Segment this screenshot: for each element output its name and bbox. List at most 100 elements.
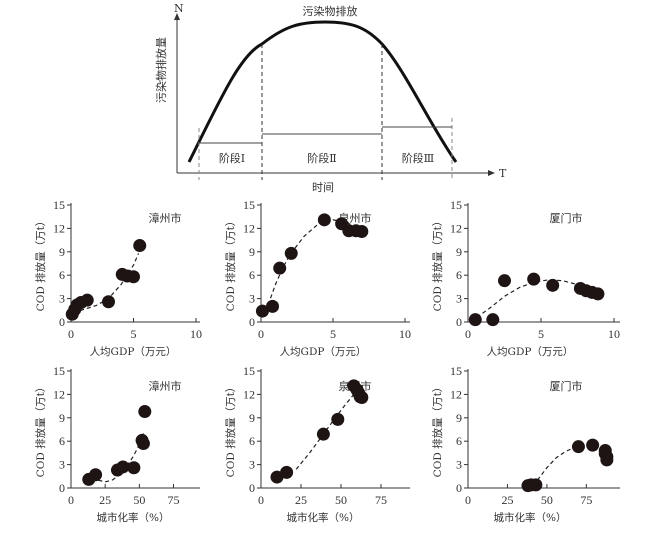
data-point bbox=[355, 391, 369, 405]
y-tick-label: 12 bbox=[243, 221, 255, 235]
data-point bbox=[527, 272, 541, 286]
x-axis-label: 人均GDP（万元） bbox=[280, 346, 367, 358]
data-point bbox=[355, 225, 369, 239]
y-tick-label: 0 bbox=[249, 315, 255, 329]
y-tick-label: 3 bbox=[249, 458, 255, 472]
y-tick-label: 12 bbox=[53, 387, 65, 401]
scatter-panel: 0 3 6 9 12 15 0 5 10 COD 排放量（万t） 人均GDP（万元） 漳州市 bbox=[34, 198, 202, 358]
x-tick-label: 0 bbox=[68, 493, 74, 507]
y-tick-label: 6 bbox=[456, 268, 462, 282]
diagram-y-symbol: N bbox=[174, 2, 184, 15]
x-tick-label: 10 bbox=[190, 327, 202, 341]
y-tick-label: 0 bbox=[59, 481, 65, 495]
x-tick-label: 75 bbox=[168, 493, 180, 507]
x-tick-label: 5 bbox=[538, 327, 544, 341]
data-point bbox=[138, 405, 152, 419]
x-tick-label: 25 bbox=[99, 493, 111, 507]
y-tick-label: 15 bbox=[243, 364, 255, 378]
data-point bbox=[133, 239, 147, 253]
x-tick-label: 50 bbox=[335, 493, 347, 507]
y-axis-label: COD 排放量（万t） bbox=[431, 216, 444, 312]
y-tick-label: 0 bbox=[59, 315, 65, 329]
city-label: 漳州市 bbox=[149, 211, 182, 225]
stage-1-label: 阶段Ⅰ bbox=[219, 151, 245, 165]
trend-line bbox=[295, 387, 361, 470]
x-tick-label: 75 bbox=[375, 493, 387, 507]
y-tick-label: 6 bbox=[249, 434, 255, 448]
y-axis-label: COD 排放量（万t） bbox=[431, 382, 444, 478]
emission-curve bbox=[187, 20, 458, 163]
y-tick-label: 15 bbox=[450, 198, 462, 212]
stage-2-label: 阶段Ⅱ bbox=[307, 151, 336, 165]
y-tick-label: 12 bbox=[450, 387, 462, 401]
data-point bbox=[468, 313, 482, 327]
y-tick-label: 15 bbox=[243, 198, 255, 212]
x-tick-label: 0 bbox=[258, 327, 264, 341]
y-tick-label: 3 bbox=[249, 292, 255, 306]
data-point bbox=[498, 274, 511, 288]
y-tick-label: 9 bbox=[249, 411, 255, 425]
y-tick-label: 12 bbox=[53, 221, 65, 235]
y-tick-label: 0 bbox=[456, 315, 462, 329]
x-tick-label: 0 bbox=[68, 327, 74, 341]
data-point bbox=[80, 293, 94, 307]
x-axis-label: 人均GDP（万元） bbox=[90, 346, 177, 358]
trend-line bbox=[536, 446, 576, 481]
data-point bbox=[136, 437, 150, 451]
x-axis-label: 城市化率（%） bbox=[287, 511, 360, 524]
y-tick-label: 0 bbox=[456, 481, 462, 495]
data-point bbox=[284, 246, 298, 260]
data-point bbox=[273, 261, 287, 275]
data-point bbox=[591, 287, 605, 301]
stage-3-label: 阶段Ⅲ bbox=[402, 151, 435, 165]
y-axis-label: COD 排放量（万t） bbox=[34, 216, 47, 312]
x-tick-label: 50 bbox=[133, 493, 145, 507]
data-point bbox=[270, 470, 284, 484]
y-tick-label: 9 bbox=[456, 411, 462, 425]
y-tick-label: 15 bbox=[53, 364, 65, 378]
y-tick-label: 12 bbox=[450, 221, 462, 235]
scatter-panel: 0 3 6 9 12 15 0 25 50 75 COD 排放量（万t） 城市化率（%） 漳州市 bbox=[34, 364, 200, 524]
data-point bbox=[255, 304, 269, 318]
diagram-y-label: 污染物排放量 bbox=[154, 37, 168, 103]
y-tick-label: 6 bbox=[456, 434, 462, 448]
y-tick-label: 6 bbox=[249, 268, 255, 282]
x-tick-label: 0 bbox=[258, 493, 264, 507]
city-label: 漳州市 bbox=[149, 379, 182, 393]
y-axis-label: COD 排放量（万t） bbox=[224, 382, 237, 478]
y-tick-label: 6 bbox=[59, 434, 65, 448]
data-point bbox=[571, 440, 585, 454]
data-point bbox=[127, 461, 141, 475]
data-point bbox=[331, 412, 345, 426]
scatter-panel: 0 3 6 9 12 15 0 25 50 75 COD 排放量（万t） 城市化率（%） 厦门市 bbox=[431, 364, 620, 524]
data-point bbox=[266, 299, 280, 313]
data-point bbox=[317, 213, 331, 227]
data-point bbox=[529, 478, 543, 492]
data-point bbox=[102, 295, 115, 309]
scatter-panel: 0 3 6 9 12 15 0 5 10 COD 排放量（万t） 人均GDP（万元） 厦门市 bbox=[431, 198, 620, 358]
x-tick-label: 10 bbox=[399, 327, 411, 341]
data-point bbox=[486, 313, 500, 327]
y-tick-label: 3 bbox=[456, 458, 462, 472]
data-point bbox=[127, 270, 140, 284]
data-point bbox=[316, 427, 330, 441]
data-point bbox=[89, 468, 103, 482]
diagram-title: 污染物排放 bbox=[303, 4, 358, 18]
y-tick-label: 9 bbox=[59, 245, 65, 259]
diagram-x-label: 时间 bbox=[312, 181, 334, 194]
x-tick-label: 0 bbox=[465, 493, 471, 507]
x-axis-label: 城市化率（%） bbox=[97, 511, 170, 524]
y-tick-label: 15 bbox=[450, 364, 462, 378]
y-tick-label: 9 bbox=[59, 411, 65, 425]
data-point bbox=[600, 453, 614, 467]
data-point bbox=[546, 278, 560, 292]
x-tick-label: 25 bbox=[295, 493, 307, 507]
scatter-panels: 0 3 6 9 12 15 0 5 10 COD 排放量（万t） 人均GDP（万元） 漳州市 0 3 6 9 1… bbox=[34, 198, 620, 524]
x-tick-label: 75 bbox=[580, 493, 592, 507]
city-label: 厦门市 bbox=[550, 379, 583, 393]
x-tick-label: 5 bbox=[330, 327, 336, 341]
y-tick-label: 0 bbox=[249, 481, 255, 495]
x-tick-label: 10 bbox=[608, 327, 620, 341]
